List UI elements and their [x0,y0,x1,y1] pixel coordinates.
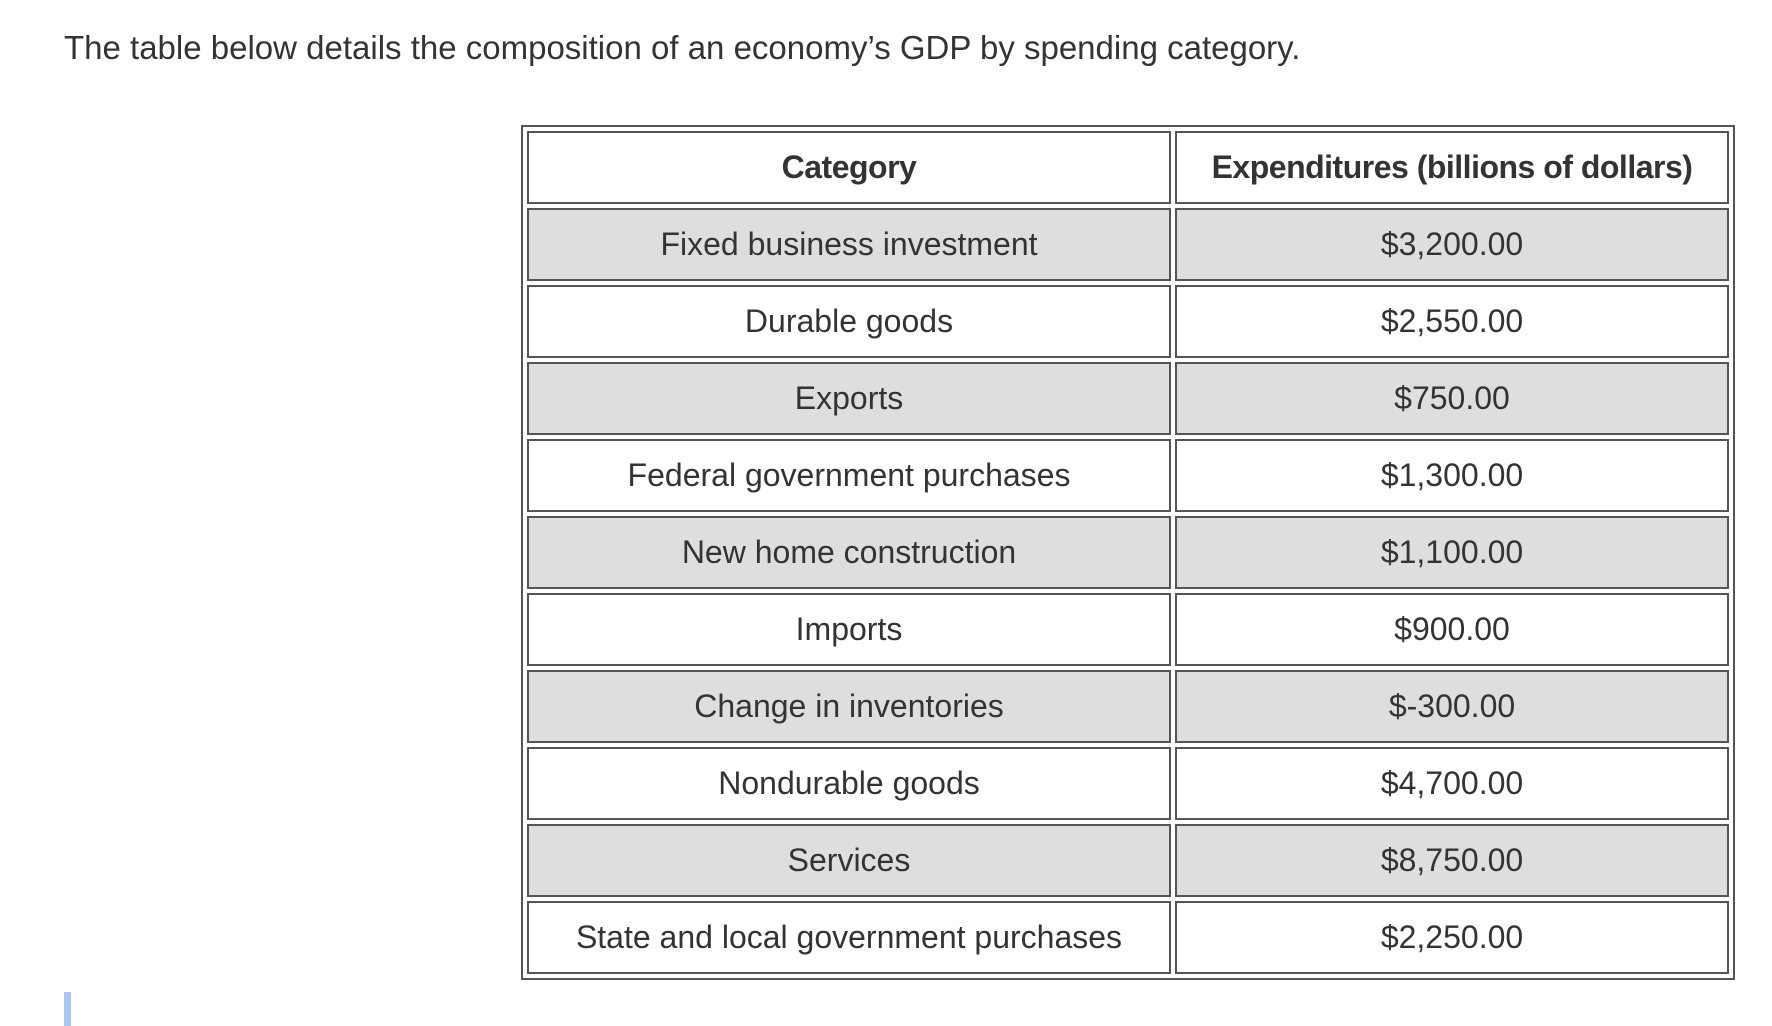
table-row: Imports $900.00 [527,593,1729,666]
table-row: Fixed business investment $3,200.00 [527,208,1729,281]
expenditure-cell: $8,750.00 [1175,824,1729,897]
category-cell: New home construction [527,516,1171,589]
category-cell: State and local government purchases [527,901,1171,974]
category-cell: Federal government purchases [527,439,1171,512]
table-header-row: Category Expenditures (billions of dolla… [527,131,1729,204]
expenditure-cell: $900.00 [1175,593,1729,666]
table-row: Nondurable goods $4,700.00 [527,747,1729,820]
expenditure-cell: $750.00 [1175,362,1729,435]
expenditure-cell: $2,250.00 [1175,901,1729,974]
header-expenditure: Expenditures (billions of dollars) [1175,131,1729,204]
header-category: Category [527,131,1171,204]
gdp-table-container: Category Expenditures (billions of dolla… [521,125,1735,980]
category-cell: Exports [527,362,1171,435]
category-cell: Fixed business investment [527,208,1171,281]
table-row: State and local government purchases $2,… [527,901,1729,974]
expenditure-cell: $1,300.00 [1175,439,1729,512]
text-cursor-indicator [64,992,71,1026]
expenditure-cell: $4,700.00 [1175,747,1729,820]
table-row: Services $8,750.00 [527,824,1729,897]
category-cell: Imports [527,593,1171,666]
table-row: Durable goods $2,550.00 [527,285,1729,358]
expenditure-cell: $3,200.00 [1175,208,1729,281]
category-cell: Durable goods [527,285,1171,358]
expenditure-cell: $-300.00 [1175,670,1729,743]
category-cell: Nondurable goods [527,747,1171,820]
table-row: Change in inventories $-300.00 [527,670,1729,743]
category-cell: Change in inventories [527,670,1171,743]
table-row: Federal government purchases $1,300.00 [527,439,1729,512]
table-row: New home construction $1,100.00 [527,516,1729,589]
expenditure-cell: $1,100.00 [1175,516,1729,589]
gdp-composition-table: Category Expenditures (billions of dolla… [521,125,1735,980]
table-row: Exports $750.00 [527,362,1729,435]
expenditure-cell: $2,550.00 [1175,285,1729,358]
intro-text: The table below details the composition … [64,29,1301,66]
category-cell: Services [527,824,1171,897]
